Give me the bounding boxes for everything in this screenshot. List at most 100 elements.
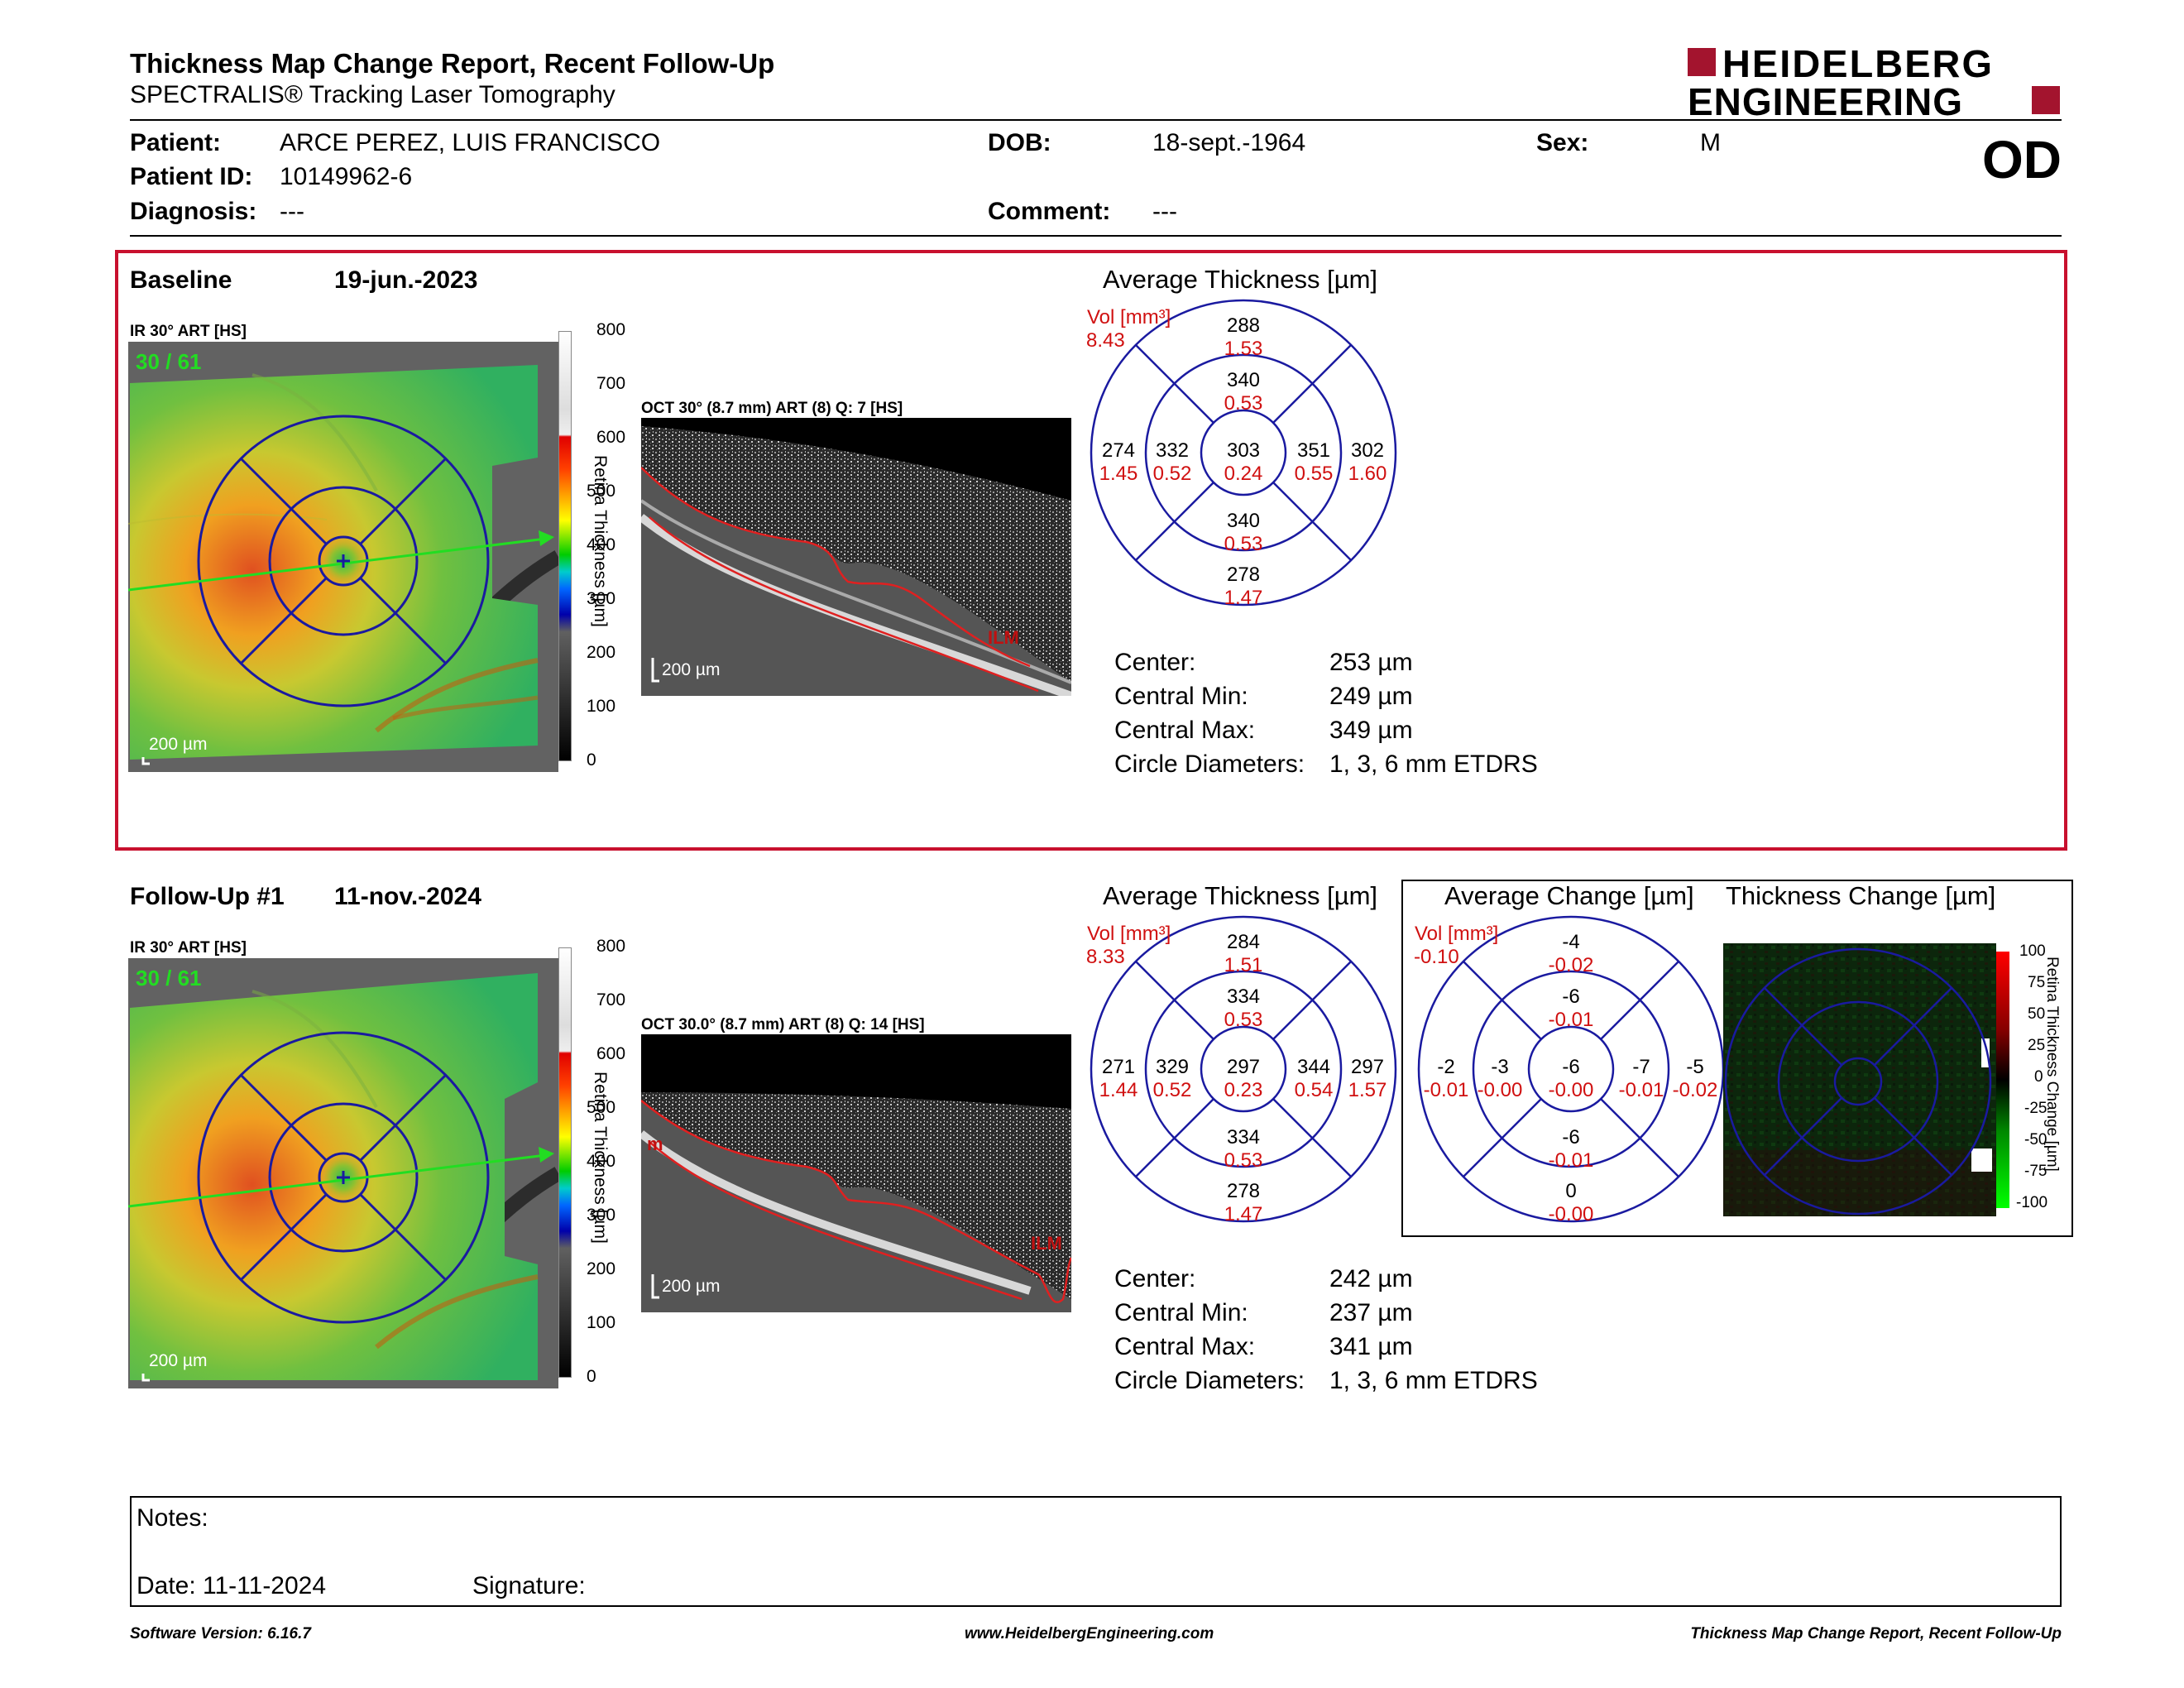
outer-left-volume: 1.45 [1099,463,1138,485]
followup-stat-min-value: 237 µm [1329,1299,1413,1326]
inner-inf-volume: 0.53 [1224,1149,1263,1172]
outer-sup-thickness: 284 [1226,931,1261,953]
inner-sup-vol-change: -0.01 [1548,1009,1594,1031]
inner-inf-vol-change: -0.01 [1548,1149,1594,1172]
patient-name: ARCE PEREZ, LUIS FRANCISCO [280,129,661,156]
followup-oct-ilm-marker: ILM [1031,1233,1062,1254]
thickness-scale-title: Retina Thickness [µm] [591,1072,610,1244]
baseline-vol-label: Vol [mm³] [1087,306,1171,328]
inner-sup-thickness: 334 [1226,985,1261,1008]
scale-tick-200: 200 [587,643,616,662]
change-color-scale: 100 75 50 25 0 -25 -50 -75 -100 Retina T… [1996,943,2071,1216]
outer-right-change: -5 [1686,1056,1704,1078]
baseline-date: 19-jun.-2023 [334,266,478,294]
followup-stat-diam-value: 1, 3, 6 mm ETDRS [1329,1367,1538,1394]
inner-left-thickness: 332 [1155,439,1190,462]
baseline-oct-ilm-marker: ILM [988,627,1019,648]
followup-etdrs-values: Vol [mm³] 8.33 284 1.51 334 0.53 297 0.2… [1084,914,1415,1237]
inner-inf-change: -6 [1562,1126,1580,1149]
outer-inf-vol-change: -0.00 [1548,1203,1594,1225]
baseline-section-frame [115,250,2067,851]
change-tick-minus50: -50 [2024,1131,2048,1149]
baseline-ir-label: IR 30° ART [HS] [130,323,247,340]
inner-right-volume: 0.55 [1294,463,1334,485]
followup-date: 11-nov.-2024 [334,883,481,910]
baseline-avg-thickness-title: Average Thickness [µm] [1103,265,1378,294]
baseline-oct-scale-bar: 200 µm [662,660,721,679]
outer-left-change: -2 [1437,1056,1455,1078]
scale-tick-0: 0 [587,1367,596,1386]
scale-tick-200: 200 [587,1259,616,1278]
followup-oct-scale-bar: 200 µm [662,1277,721,1296]
baseline-oct-label: OCT 30° (8.7 mm) ART (8) Q: 7 [HS] [641,400,903,417]
change-tick-minus100: -100 [2016,1194,2048,1211]
baseline-oct-image [641,418,1071,696]
followup-oct-label: OCT 30.0° (8.7 mm) ART (8) Q: 14 [HS] [641,1016,925,1033]
sex-value: M [1700,129,1721,156]
outer-left-vol-change: -0.01 [1423,1079,1469,1101]
baseline-etdrs-values: Vol [mm³] 8.43 288 1.53 340 0.53 303 0.2… [1084,298,1415,621]
inner-right-thickness: 351 [1296,439,1331,462]
baseline-ir-image [128,342,558,772]
scale-tick-300: 300 [587,1206,616,1225]
scale-tick-700: 700 [596,990,626,1009]
followup-stat-center-value: 242 µm [1329,1265,1413,1292]
inner-left-vol-change: -0.00 [1477,1079,1523,1101]
notes-label: Notes: [136,1504,208,1532]
change-tick-100: 100 [2019,942,2046,960]
change-tick-0: 0 [2034,1068,2043,1086]
notes-box: Notes: Date: 11-11-2024 Signature: [130,1496,2062,1607]
eye-indicator: OD [1982,130,2062,189]
outer-sup-vol-change: -0.02 [1548,954,1594,976]
baseline-etdrs-grid [1090,299,1397,607]
notes-date: Date: 11-11-2024 [136,1572,327,1599]
followup-ir-image [128,958,558,1388]
followup-etdrs-grid [1090,915,1397,1223]
followup-stat-max-label: Central Max: [1114,1333,1256,1360]
followup-oct-image [641,1034,1071,1312]
outer-inf-thickness: 278 [1226,1180,1261,1202]
change-tick-50: 50 [2028,1005,2046,1023]
outer-left-volume: 1.44 [1099,1079,1138,1101]
change-tick-25: 25 [2028,1037,2046,1054]
center-thickness: 303 [1226,439,1261,462]
change-tick-minus75: -75 [2024,1163,2048,1180]
outer-right-volume: 1.57 [1348,1079,1387,1101]
baseline-stat-center-label: Center: [1114,649,1196,676]
outer-right-thickness: 302 [1350,439,1385,462]
inner-left-change: -3 [1491,1056,1509,1078]
thickness-scale-title: Retina Thickness [µm] [591,455,610,627]
inner-inf-thickness: 334 [1226,1126,1261,1149]
heidelberg-logo: HEIDELBERG ENGINEERING [1688,42,2068,123]
inner-sup-change: -6 [1562,985,1580,1008]
baseline-thickness-scale: 800 700 600 500 400 300 200 100 0 Retina… [558,321,666,770]
baseline-stat-center-value: 253 µm [1329,649,1413,676]
followup-stat-diam-label: Circle Diameters: [1114,1367,1305,1394]
inner-inf-volume: 0.53 [1224,533,1263,555]
change-tick-minus25: -25 [2024,1100,2048,1117]
outer-sup-volume: 1.53 [1224,338,1263,360]
followup-ir-scale-bar: 200 µm [149,1351,208,1370]
scale-tick-800: 800 [596,320,626,339]
change-scale-title: Retina Thickness Change [µm] [2043,957,2061,1172]
change-tick-75: 75 [2028,974,2046,991]
outer-sup-volume: 1.51 [1224,954,1263,976]
scale-tick-400: 400 [587,535,616,554]
dob-label: DOB: [988,129,1051,156]
inner-left-volume: 0.52 [1152,1079,1192,1101]
scale-tick-800: 800 [596,937,626,956]
center-vol-change: -0.00 [1548,1079,1594,1101]
logo-line-2: ENGINEERING [1688,80,1964,123]
outer-inf-change: 0 [1565,1180,1577,1202]
change-etdrs-values: Vol [mm³] -0.10 -4 -0.02 -6 -0.01 -6 -0.… [1411,914,1742,1237]
outer-right-thickness: 297 [1350,1056,1385,1078]
outer-inf-volume: 1.47 [1224,587,1263,609]
followup-ir-label: IR 30° ART [HS] [130,939,247,957]
footer-website: www.HeidelbergEngineering.com [965,1625,1214,1642]
scale-tick-100: 100 [587,1313,616,1332]
thickness-change-title: Thickness Change [µm] [1726,881,1996,910]
scale-tick-500: 500 [587,1098,616,1117]
outer-sup-change: -4 [1562,931,1580,953]
scale-tick-600: 600 [596,1044,626,1063]
followup-stat-min-label: Central Min: [1114,1299,1248,1326]
